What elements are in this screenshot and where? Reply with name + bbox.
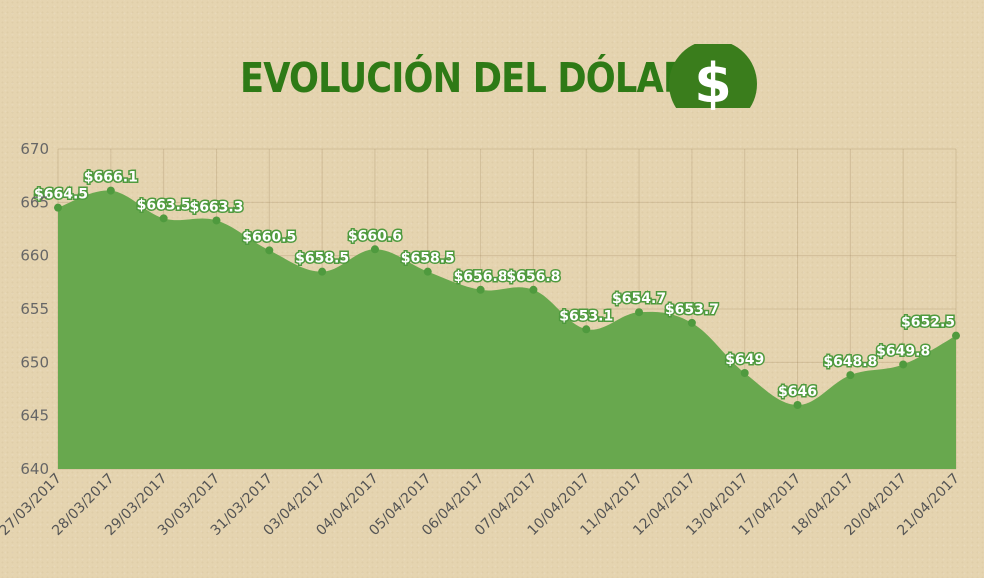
data-point: [740, 369, 749, 377]
y-axis-labels: 640 645 650 655 660 665 670: [20, 140, 49, 478]
data-point: [476, 285, 485, 294]
data-label: $656.8: [454, 269, 508, 285]
data-point: [318, 267, 327, 276]
y-tick-label: 645: [20, 407, 49, 425]
area-series: [58, 190, 956, 470]
data-label: $656.8: [506, 269, 560, 285]
data-label: $658.5: [401, 251, 455, 267]
data-label: $666.1: [84, 170, 138, 186]
data-label: $663.3: [189, 199, 243, 215]
data-label: $664.5: [34, 187, 88, 203]
data-point: [793, 401, 802, 409]
chart-header: EVOLUCIÓN DEL DÓLAR $: [0, 38, 984, 118]
dollar-icon: $: [669, 44, 757, 114]
data-label: $649.8: [876, 343, 930, 359]
data-label: $646: [778, 384, 817, 400]
y-tick-label: 665: [20, 193, 49, 211]
data-labels: $664.5$666.1 $663.5$663.3 $660.5 $658.5 $660…: [32, 168, 956, 401]
data-label: $663.5: [137, 197, 191, 213]
data-label: $653.1: [559, 308, 613, 324]
data-point: [54, 203, 62, 212]
data-point: [265, 246, 274, 255]
data-point: [899, 360, 908, 369]
data-point: [106, 186, 115, 195]
data-point: [212, 216, 221, 225]
data-label: $658.5: [295, 251, 349, 267]
y-tick-label: 670: [20, 140, 49, 158]
data-point: [635, 308, 644, 317]
data-label: $652.5: [901, 315, 955, 331]
data-point: [952, 331, 960, 340]
y-tick-label: 650: [20, 353, 49, 371]
x-axis-labels: 27/03/201728/03/201729/03/201730/03/2017…: [0, 471, 963, 539]
dollar-symbol: $: [694, 52, 732, 114]
data-point: [423, 267, 432, 276]
chart-title: EVOLUCIÓN DEL DÓLAR: [240, 54, 690, 102]
data-point: [370, 245, 379, 254]
data-label: $649: [725, 352, 764, 368]
data-point: [582, 325, 591, 334]
chart-markers: [54, 186, 960, 409]
y-tick-label: 660: [20, 247, 49, 265]
data-label: $654.7: [612, 291, 666, 307]
y-tick-label: 640: [20, 460, 49, 478]
data-point: [159, 214, 168, 223]
data-point: [687, 318, 696, 327]
y-tick-label: 655: [20, 300, 49, 318]
data-label: $660.5: [242, 229, 296, 245]
data-label: $653.7: [665, 302, 719, 318]
data-label: $660.6: [348, 228, 402, 244]
data-point: [846, 371, 855, 380]
data-label: $648.8: [823, 354, 877, 370]
data-point: [529, 285, 538, 294]
